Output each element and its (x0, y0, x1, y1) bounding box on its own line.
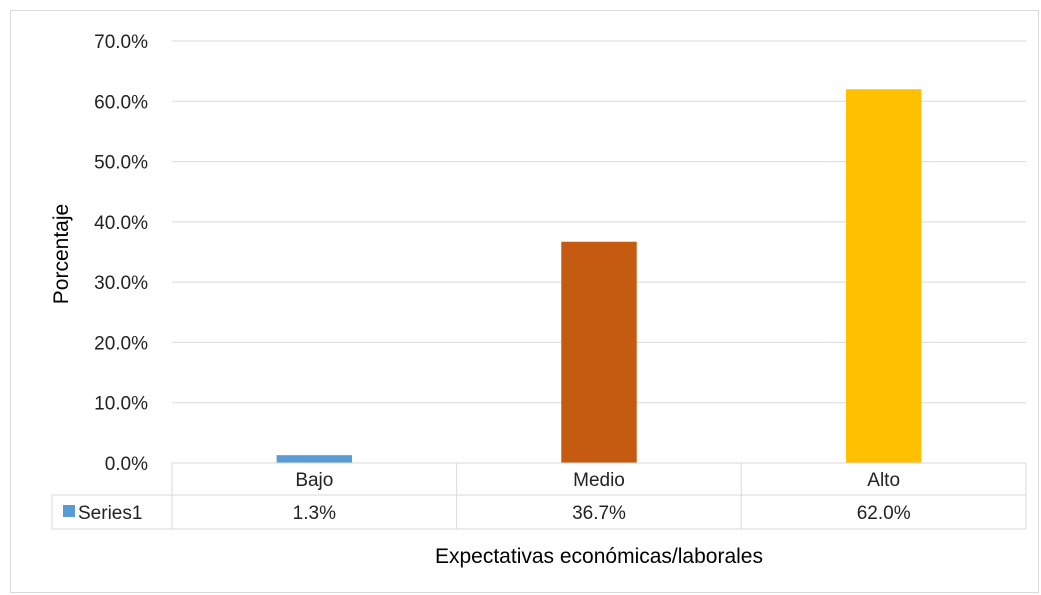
y-tick-label: 20.0% (94, 333, 148, 354)
y-tick-label: 50.0% (94, 153, 148, 174)
y-tick-label: 40.0% (94, 213, 148, 234)
legend-key-swatch (63, 505, 75, 517)
y-tick-label: 0.0% (105, 454, 148, 475)
category-label: Alto (867, 470, 900, 491)
value-label: 62.0% (857, 503, 911, 524)
y-tick-label: 60.0% (94, 92, 148, 113)
x-axis-title: Expectativas económicas/laborales (435, 545, 763, 568)
data-table: Bajo 1.3% Medio 36.7% Alto 62.0% Series1 (51, 462, 1027, 530)
y-tick-label: 70.0% (94, 32, 148, 53)
legend-series-label: Series1 (78, 503, 142, 524)
bar-medio (561, 241, 637, 463)
y-tick-label: 30.0% (94, 273, 148, 294)
category-label: Medio (573, 470, 625, 491)
value-label: 1.3% (293, 503, 336, 524)
bar-bajo (276, 455, 353, 463)
bars (276, 89, 922, 463)
value-label: 36.7% (572, 503, 626, 524)
bar-alto (845, 89, 922, 463)
y-axis-title: Porcentaje (50, 204, 73, 304)
y-tick-label: 10.0% (94, 394, 148, 415)
y-axis-ticks: 0.0% 10.0% 20.0% 30.0% 40.0% 50.0% 60.0% 70.0% (94, 32, 148, 475)
category-label: Bajo (295, 470, 333, 491)
